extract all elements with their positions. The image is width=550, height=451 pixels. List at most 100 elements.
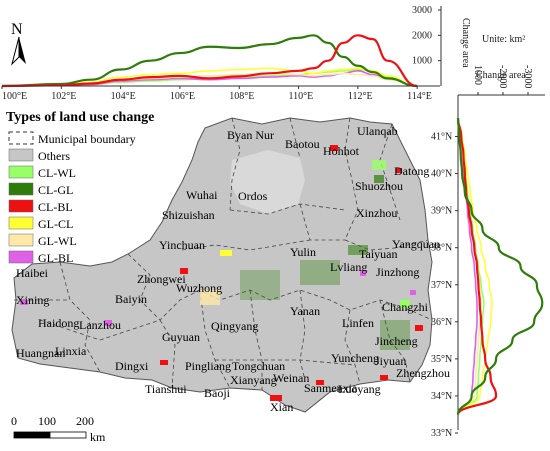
top-y-tick-label: 2000 [412,30,432,41]
legend-label: CL-BL [38,200,73,214]
change-patch [396,168,402,173]
top-chart-series [1,34,418,88]
city-label: Xining [16,293,49,307]
city-label: Weinan [273,371,309,385]
right-y-tick-label: 33°N [431,428,452,439]
right-y-tick-label: 35°N [431,354,452,365]
city-label: Yinchuan [159,238,205,252]
top-x-tick-label: 110°E [289,91,314,102]
right-x-tick-label: -3000 [522,65,533,88]
municipal-boundaries [14,117,433,390]
change-patch [348,245,368,255]
city-label: Dingxi [115,359,149,373]
legend-items: Municipal boundary Others CL-WL CL-GL CL-BL G… [8,131,136,265]
city-label: Tianshui [145,382,187,396]
city-label: Shuozhou [355,179,403,193]
city-label: Yuncheng [331,351,379,365]
scale-bar-segment-white [49,431,87,439]
scale-bar: 0 100 200 km [11,414,106,444]
city-label: Ordos [238,189,268,203]
city-label: Hohhot [323,144,360,158]
top-series-gl-cl [1,67,418,87]
city-label: Lanzhou [79,318,121,332]
city-label: Zhengzhou [396,366,450,380]
legend-swatch-boundary [8,131,34,145]
city-label: Baiyin [115,292,147,306]
top-series-cl-wl [1,68,418,87]
city-label: Jincheng [375,334,418,348]
top-chart-axis-subtitle: Change area [476,70,526,81]
legend-title: Types of land use change [6,110,154,125]
desert-patch [230,150,305,214]
city-label: Xian [270,400,293,414]
change-patch [20,300,28,305]
city-label: Jiyuan [375,354,406,368]
city-label: Yangquan [392,237,440,251]
scale-bar-segment-black [13,431,51,439]
top-chart: 100°E 102°E 104°E 106°E 108°E 110°E 112°E 114°E… [1,5,526,102]
right-series-cl-bl [456,117,498,415]
top-series-cl-gl [1,34,418,88]
change-patch [220,250,232,256]
top-x-tick-label: 108°E [229,91,254,102]
scale-tick-200: 200 [76,414,94,428]
legend: Types of land use change Municipal bound… [6,110,154,265]
change-patch [270,395,282,401]
legend-label: GL-CL [38,217,73,231]
top-series-cl-bl [1,34,418,88]
legend-label: CL-GL [38,183,73,197]
city-label: Ulanqab [357,124,398,138]
top-x-tick-label: 106°E [170,91,195,102]
city-label: Wuzhong [176,281,222,295]
change-patch [180,268,188,274]
city-label: Guyuan [162,330,200,344]
city-label: Zhongwei [137,272,186,286]
change-patch [415,325,423,331]
legend-swatch [8,199,34,213]
top-x-tick-label: 100°E [2,91,27,102]
change-patch [330,145,338,151]
right-chart-y-ticks: 41°N 40°N 39°N 38°N 37°N 36°N 35°N 34°N 33°N [431,132,458,439]
legend-swatch [8,148,34,162]
change-patch [380,375,388,380]
city-label: Jinzhong [376,265,419,279]
right-chart-series [456,117,544,415]
right-y-tick-label: 40°N [431,169,452,180]
change-patch [200,290,220,305]
scale-tick-0: 0 [11,414,17,428]
legend-swatch [8,165,34,179]
north-arrow-outline-icon [11,36,20,66]
legend-label: GL-WL [38,234,77,248]
right-y-tick-label: 34°N [431,391,452,402]
city-label: Yulin [290,245,316,259]
city-label: Taiyuan [359,247,397,261]
right-series-cl-gl [456,117,544,415]
top-series-gl-bl [1,69,418,87]
right-y-tick-label: 41°N [431,132,452,143]
legend-swatch [8,233,34,247]
change-patch [374,175,384,183]
scale-unit: km [90,430,106,444]
legend-label: Others [38,149,70,163]
scale-tick-100: 100 [38,414,56,428]
right-series-gl-cl [457,117,493,415]
change-patch [300,260,340,285]
change-patch [240,270,280,300]
city-label: Sanmenxia [304,381,358,395]
top-chart-y-ticks: 3000 2000 1000 [412,5,441,67]
change-patch [160,360,168,365]
city-label: Changzhi [382,300,429,314]
city-label: Yanan [290,304,320,318]
legend-swatch [8,250,34,264]
right-y-tick-label: 37°N [431,280,452,291]
legend-label: CL-WL [38,166,76,180]
change-patch [372,160,386,170]
legend-swatch [8,216,34,230]
city-label: Baotou [285,137,320,151]
city-label: Wuhai [186,188,218,202]
right-x-tick-label: 1000 [472,65,483,85]
city-label: Datong [394,164,429,178]
city-labels: Byan Nur Baotou Hohhot Ulanqab DatongShuozho… [16,124,450,414]
top-chart-axis-title: Change area [460,18,471,68]
compass-north-label: N [11,21,23,38]
